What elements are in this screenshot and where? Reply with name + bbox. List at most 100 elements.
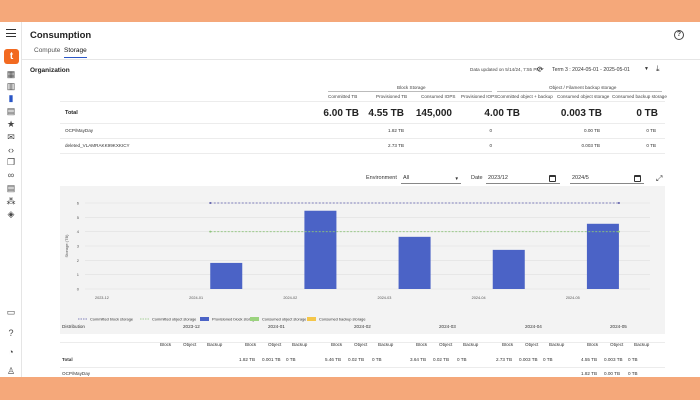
- dist-total-cell: 5.46 TB: [325, 357, 342, 362]
- x-tick-label: 2023-12: [95, 296, 109, 300]
- server-icon[interactable]: ▤: [6, 183, 16, 193]
- row-deleted-provisioned: 2.73 TB: [387, 143, 404, 148]
- dist-subheader: Backup: [378, 342, 394, 347]
- date-label: Date: [471, 175, 483, 181]
- dist-total-label: Total: [62, 357, 73, 362]
- dist-subheader: Block: [160, 342, 172, 347]
- chat-icon[interactable]: ▭: [6, 307, 16, 317]
- chevron-down-icon[interactable]: ▼: [644, 66, 649, 72]
- calendar-icon[interactable]: [549, 175, 556, 182]
- y-tick-label: 3: [77, 244, 80, 249]
- row-divider: [60, 123, 665, 124]
- object-storage-group-label: Object / Filament backup storage: [549, 85, 617, 90]
- logo[interactable]: t: [4, 49, 19, 64]
- x-tick-label: 2024-01: [189, 296, 203, 300]
- dist-total-cell: 0.003 TB: [604, 357, 623, 362]
- dist-subheader: Backup: [207, 342, 223, 347]
- dist-subheader: Object: [183, 342, 197, 347]
- row-divider: [60, 153, 665, 154]
- date-to-value: 2024/5: [572, 175, 589, 181]
- dist-month-header: 2023-12: [183, 324, 200, 329]
- bar-2024-04: [492, 249, 525, 289]
- help-icon[interactable]: ?: [674, 30, 684, 40]
- dist-month-header: 2024-04: [525, 324, 542, 329]
- cube-icon[interactable]: ◈: [7, 209, 15, 219]
- dist-subheader: Backup: [634, 342, 650, 347]
- y-axis-label: Storage (TB): [64, 234, 69, 258]
- bar-2024-02: [304, 210, 337, 289]
- expand-icon[interactable]: ⤢: [656, 174, 663, 183]
- bar-chart-icon[interactable]: ▮: [8, 93, 14, 103]
- dist-total-cell: 4.55 TB: [581, 357, 598, 362]
- x-tick-label: 2024-02: [283, 296, 297, 300]
- refresh-icon[interactable]: ⟳: [537, 65, 544, 74]
- dist-divider: [60, 342, 665, 343]
- block-storage-group-label: Block Storage: [397, 85, 426, 90]
- total-consumed-object: 0.003 TB: [560, 108, 602, 119]
- row-ocp-iops: 0: [489, 128, 492, 133]
- storage-chart-panel: 0 1 2 3 4 5 6 Storage (TB) 2023-12 2024-01 2024-02…: [60, 186, 665, 334]
- dist-total-cell: 0.001 TB: [262, 357, 281, 362]
- dist-total-cell: 0.02 TB: [433, 357, 450, 362]
- header-divider: [60, 101, 665, 102]
- legend-label: Committed block storage: [90, 317, 133, 322]
- row-ocp-backup: 0 TB: [646, 128, 656, 133]
- term-select[interactable]: Term 3 : 2024-05-01 - 2025-05-01: [552, 67, 630, 73]
- tab-compute[interactable]: Compute: [34, 47, 61, 54]
- total-consumed-iops: 145,000: [415, 108, 452, 119]
- building-icon[interactable]: ▥: [6, 81, 16, 91]
- copy-icon[interactable]: ❐: [6, 157, 16, 167]
- mail-icon[interactable]: ✉: [7, 132, 15, 142]
- dist-subheader: Block: [245, 342, 257, 347]
- sidebar: t ▦ ▥ ▮ ▤ ★ ✉ ‹› ❐ ∞ ▤ ⁂ ◈ ▭? ◔ ♙: [0, 22, 22, 377]
- line-end-point: [617, 202, 620, 204]
- total-provisioned-tb: 4.55 TB: [368, 108, 404, 119]
- dist-subheader: Object: [268, 342, 282, 347]
- link-icon[interactable]: ∞: [7, 170, 15, 180]
- y-tick-label: 6: [77, 201, 80, 206]
- tab-storage[interactable]: Storage: [64, 47, 87, 58]
- y-tick-label: 2: [77, 258, 80, 263]
- bar-2024-03: [398, 236, 431, 289]
- help-circle-icon[interactable]: ?: [8, 328, 14, 338]
- menu-icon[interactable]: [6, 29, 16, 37]
- y-tick-label: 1: [77, 272, 80, 277]
- dist-subheader: Block: [587, 342, 599, 347]
- row-deleted-backup: 0 TB: [646, 143, 656, 148]
- bell-icon[interactable]: ◔: [8, 347, 14, 357]
- grid-icon[interactable]: ▦: [6, 69, 16, 79]
- environment-select[interactable]: All ▼: [401, 174, 461, 184]
- dist-row-cell: 1.82 TB: [581, 371, 598, 376]
- row-deleted-object: 0.003 TB: [581, 143, 600, 148]
- user-icon[interactable]: ♙: [6, 366, 16, 376]
- dist-subheader: Backup: [549, 342, 565, 347]
- dist-subheader: Object: [610, 342, 624, 347]
- legend-label: Committed object storage: [152, 317, 196, 322]
- calculator-icon[interactable]: ▤: [6, 106, 16, 116]
- col-committed-object-backup: Committed object + backup: [497, 94, 553, 99]
- dist-total-cell: 0 TB: [628, 357, 638, 362]
- dist-row-cell: 0.00 TB: [604, 371, 621, 376]
- calendar-icon[interactable]: [634, 175, 641, 182]
- star-icon[interactable]: ★: [6, 119, 16, 129]
- bar-2024-01: [210, 262, 243, 289]
- dist-total-cell: 0 TB: [286, 357, 296, 362]
- line-end-point: [617, 230, 620, 233]
- legend-label: Provisioned block storage: [212, 317, 257, 322]
- row-divider: [60, 138, 665, 139]
- dist-total-cell: 0 TB: [543, 357, 553, 362]
- date-to-input[interactable]: 2024/5: [570, 174, 644, 184]
- dist-subheader: Block: [502, 342, 514, 347]
- total-committed-tb: 6.00 TB: [323, 108, 359, 119]
- block-group-line: [328, 91, 492, 92]
- dist-total-cell: 1.82 TB: [239, 357, 256, 362]
- x-tick-label: 2024-04: [472, 296, 486, 300]
- environment-label: Environment: [366, 175, 397, 181]
- x-tick-label: 2024-03: [377, 296, 391, 300]
- object-group-line: [497, 91, 662, 92]
- legend-label: Consumed object storage: [262, 317, 306, 322]
- date-from-input[interactable]: 2023/12: [486, 174, 560, 184]
- network-icon[interactable]: ⁂: [6, 196, 16, 206]
- code-icon[interactable]: ‹›: [8, 145, 14, 155]
- download-icon[interactable]: ⤓: [656, 64, 660, 73]
